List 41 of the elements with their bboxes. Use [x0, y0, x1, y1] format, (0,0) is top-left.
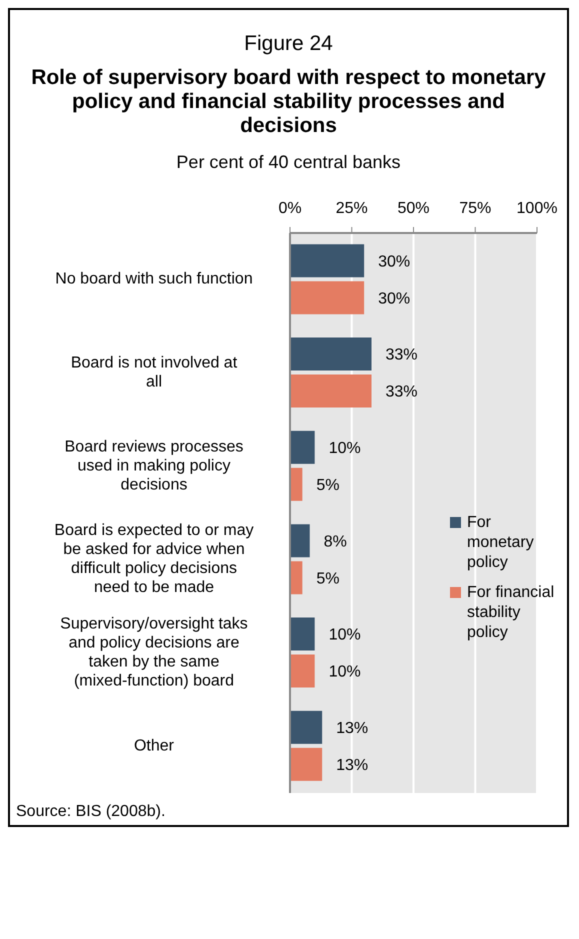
legend-label: For financial stability policy — [467, 583, 555, 643]
y-tick-label: Other — [134, 738, 175, 755]
x-tick-label: 25% — [336, 200, 368, 217]
bar — [290, 748, 322, 781]
bar — [290, 561, 302, 594]
data-label: 13% — [336, 720, 368, 738]
y-tick-label: Board is expected to or may be asked for advice when difficult policy decisions need to be made — [54, 522, 254, 596]
x-axis-title: Per cent of 40 central banks — [175, 152, 402, 173]
data-label: 10% — [328, 440, 361, 458]
y-tick-label: Board is not involved at all — [70, 354, 238, 391]
legend-label: For monetary policy — [467, 513, 535, 573]
y-tick-label: Board reviews processes used in making policy decisions — [64, 438, 244, 494]
x-tick-label: 75% — [459, 200, 492, 217]
y-tick-label: Supervisory/oversight taks and policy decisions are taken by the same (mixed-function) board — [60, 616, 248, 690]
chart-subtitle: Role of supervisory board with respect to monetary policy and financial stability processes and decisions — [30, 66, 547, 138]
data-label: 33% — [386, 384, 418, 401]
bar — [290, 281, 364, 314]
y-tick-label: No board with such function — [55, 270, 253, 288]
x-tick-label: 100% — [516, 200, 558, 217]
x-tick-label: 50% — [397, 200, 430, 217]
bar — [290, 468, 302, 501]
source-note: Source: BIS (2008b). — [16, 803, 166, 821]
data-label: 33% — [386, 346, 418, 364]
bar — [290, 654, 315, 688]
data-label: 13% — [336, 757, 368, 774]
chart-title: Figure 24 — [243, 32, 334, 56]
data-label: 10% — [328, 664, 361, 681]
bar — [290, 374, 372, 408]
data-label: 30% — [378, 290, 410, 308]
bar — [290, 430, 315, 464]
bar — [290, 618, 315, 651]
data-label: 5% — [316, 477, 340, 494]
x-tick-label: 0% — [278, 200, 302, 217]
bar — [290, 338, 372, 371]
data-label: 5% — [316, 570, 340, 588]
bar — [290, 710, 322, 744]
bar — [290, 524, 310, 558]
data-label: 10% — [328, 626, 361, 644]
bar — [290, 244, 364, 278]
data-label: 30% — [378, 253, 410, 270]
data-label: 8% — [324, 533, 347, 550]
